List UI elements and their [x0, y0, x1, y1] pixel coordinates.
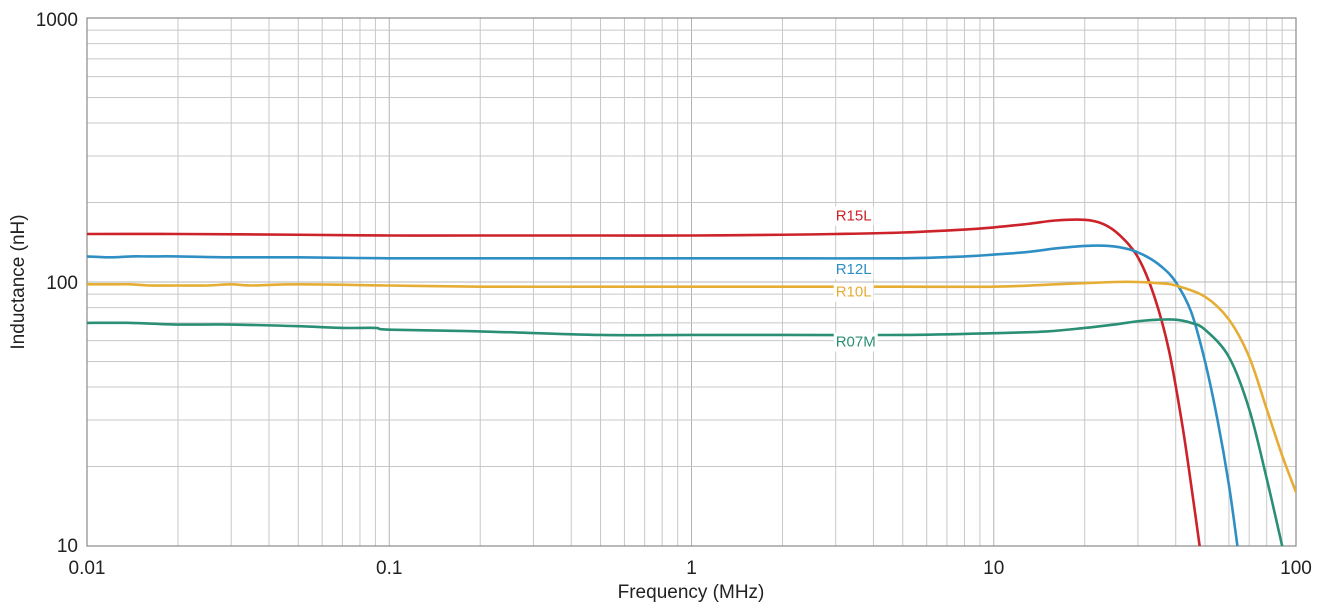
y-tick-label: 1000 [36, 10, 78, 31]
y-tick-label: 10 [57, 536, 78, 557]
x-tick-label: 1 [686, 558, 697, 579]
series-line-r07m [87, 318, 1284, 546]
series-label-r15l: R15L [836, 207, 872, 224]
x-tick-label: 100 [1280, 558, 1312, 579]
y-tick-label: 100 [46, 273, 78, 294]
series-label-background [833, 332, 878, 352]
series-layer [87, 218, 1296, 546]
x-tick-label: 10 [983, 558, 1004, 579]
series-label-background [833, 206, 874, 226]
y-axis-label: Inductance (nH) [8, 214, 29, 349]
x-axis-label: Frequency (MHz) [618, 582, 765, 603]
series-label-r07m: R07M [836, 333, 876, 350]
series-labels: R15L R12L R10L R07M [833, 206, 878, 352]
series-line-r15l [87, 218, 1201, 546]
series-label-r12l: R12L [836, 261, 872, 278]
series-label-background [833, 282, 874, 302]
series-line-r12l [87, 244, 1239, 546]
plot-frame [86, 17, 1297, 547]
x-tick-label: 0.1 [376, 558, 402, 579]
series-label-r10l: R10L [836, 284, 872, 301]
x-tick-labels: 0.01 0.1 1 10 100 [69, 558, 1312, 579]
series-line-r10l [87, 280, 1296, 494]
grid [86, 18, 1296, 547]
series-label-background [833, 260, 874, 280]
x-tick-label: 0.01 [69, 558, 106, 579]
y-tick-labels: 10 100 1000 [36, 10, 78, 557]
